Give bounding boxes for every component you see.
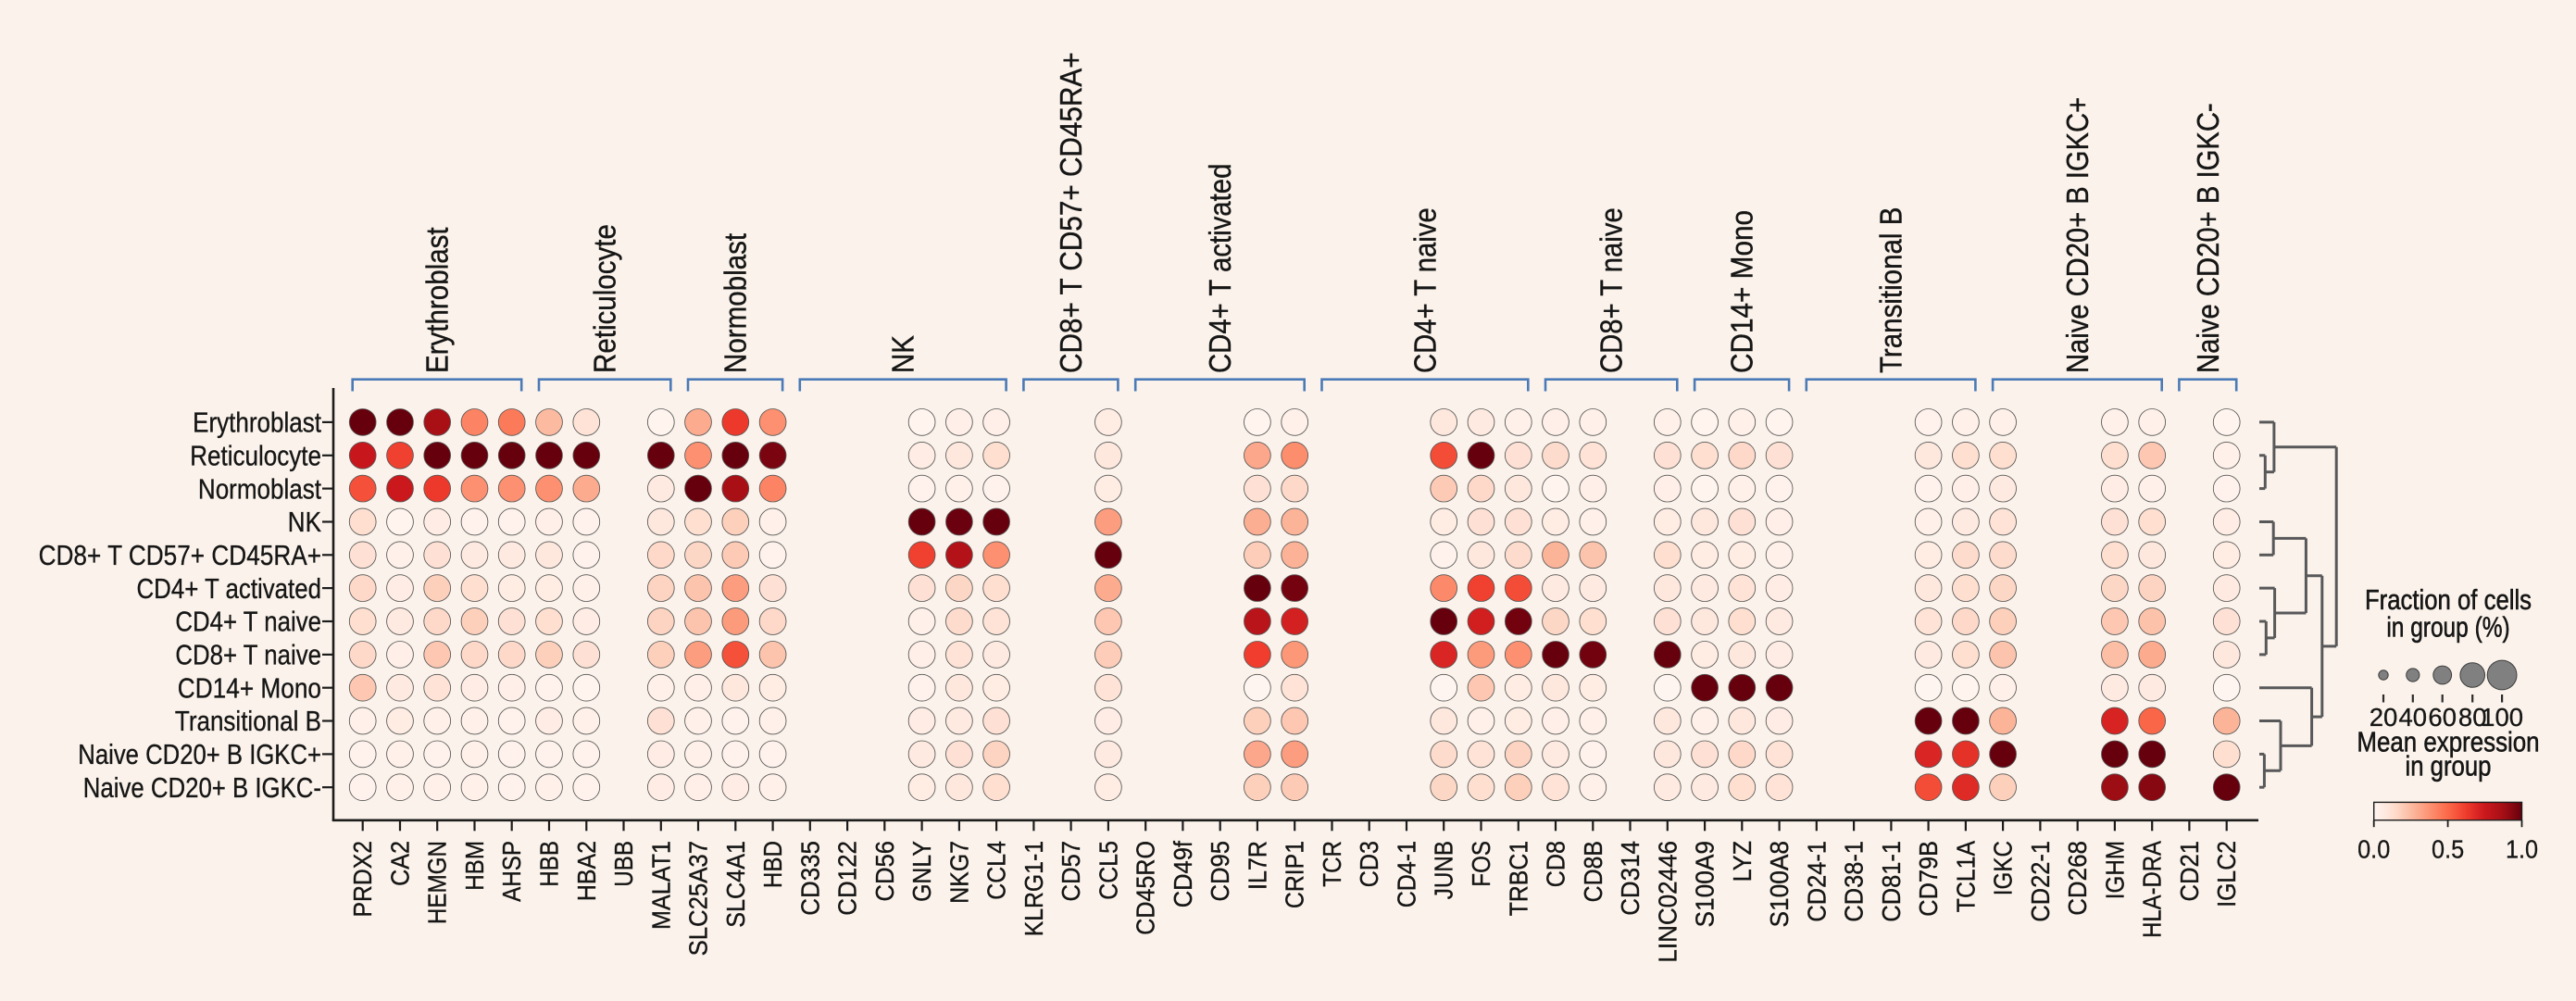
svg-text:HBD: HBD	[758, 841, 787, 888]
svg-text:CRIP1: CRIP1	[1281, 841, 1309, 908]
svg-text:CD8+ T naive: CD8+ T naive	[1595, 207, 1630, 373]
svg-text:CD4+ T naive: CD4+ T naive	[1408, 207, 1443, 373]
svg-text:AHSP: AHSP	[497, 841, 526, 902]
svg-text:CD56: CD56	[870, 841, 899, 902]
svg-text:GNLY: GNLY	[907, 841, 936, 902]
svg-text:KLRG1-1: KLRG1-1	[1019, 841, 1048, 936]
svg-text:HBB: HBB	[535, 841, 564, 887]
svg-text:NKG7: NKG7	[944, 841, 973, 904]
svg-text:CD24-1: CD24-1	[1802, 841, 1831, 922]
svg-text:IL7R: IL7R	[1243, 841, 1271, 890]
svg-text:CCL4: CCL4	[982, 841, 1011, 900]
svg-text:Naive CD20+ B IGKC+: Naive CD20+ B IGKC+	[2061, 97, 2095, 373]
svg-text:CD81-1: CD81-1	[1877, 841, 1906, 922]
svg-text:HBA2: HBA2	[572, 841, 601, 901]
svg-text:TCR: TCR	[1318, 841, 1346, 887]
svg-text:SLC4A1: SLC4A1	[721, 841, 750, 928]
svg-text:CA2: CA2	[386, 841, 415, 886]
svg-text:in group (%): in group (%)	[2386, 611, 2509, 644]
svg-text:Transitional B: Transitional B	[175, 705, 321, 737]
svg-text:1.0: 1.0	[2506, 835, 2538, 864]
svg-text:CD4+ T activated: CD4+ T activated	[137, 572, 322, 605]
svg-text:CD57: CD57	[1057, 841, 1085, 902]
svg-text:CD79B: CD79B	[1914, 841, 1943, 917]
svg-text:NK: NK	[887, 335, 921, 373]
svg-text:Reticulocyte: Reticulocyte	[589, 224, 623, 373]
svg-text:CD3: CD3	[1355, 841, 1383, 887]
svg-text:Naive CD20+ B IGKC-: Naive CD20+ B IGKC-	[2192, 103, 2226, 373]
svg-text:Normoblast: Normoblast	[198, 472, 321, 505]
svg-text:NK: NK	[288, 506, 321, 538]
svg-text:CD38-1: CD38-1	[1840, 841, 1869, 922]
svg-text:SLC25A37: SLC25A37	[684, 841, 713, 956]
svg-text:0.5: 0.5	[2432, 835, 2464, 864]
svg-text:80: 80	[2458, 703, 2487, 732]
svg-text:Naive CD20+ B IGKC+: Naive CD20+ B IGKC+	[78, 738, 321, 770]
svg-text:Normoblast: Normoblast	[719, 232, 754, 373]
svg-text:HEMGN: HEMGN	[423, 841, 452, 924]
svg-text:HBM: HBM	[460, 841, 489, 891]
svg-text:20: 20	[2370, 703, 2398, 732]
svg-text:CD268: CD268	[2063, 841, 2092, 916]
svg-text:LINC02446: LINC02446	[1653, 841, 1682, 963]
svg-text:PRDX2: PRDX2	[348, 841, 377, 918]
svg-text:CD49f: CD49f	[1169, 841, 1197, 908]
svg-text:Transitional B: Transitional B	[1875, 207, 1909, 373]
svg-text:CD14+ Mono: CD14+ Mono	[178, 671, 321, 704]
svg-text:Reticulocyte: Reticulocyte	[190, 439, 321, 471]
svg-text:0.0: 0.0	[2357, 835, 2390, 864]
svg-text:CD8B: CD8B	[1579, 841, 1607, 902]
svg-text:MALAT1: MALAT1	[646, 841, 675, 930]
svg-text:IGKC: IGKC	[1989, 841, 2018, 895]
svg-text:CD4-1: CD4-1	[1393, 841, 1421, 907]
svg-text:S100A8: S100A8	[1765, 841, 1794, 928]
svg-text:CD335: CD335	[795, 841, 824, 916]
svg-text:CD4+ T activated: CD4+ T activated	[1204, 164, 1238, 373]
svg-text:Fraction of cells: Fraction of cells	[2365, 583, 2532, 616]
svg-text:CD8: CD8	[1542, 841, 1570, 887]
svg-text:in group: in group	[2406, 749, 2492, 782]
svg-text:JUNB: JUNB	[1430, 841, 1458, 899]
svg-text:IGHM: IGHM	[2100, 841, 2129, 899]
svg-text:FOS: FOS	[1467, 841, 1495, 887]
svg-text:Erythroblast: Erythroblast	[193, 407, 321, 439]
svg-text:CD8+ T CD57+ CD45RA+: CD8+ T CD57+ CD45RA+	[1055, 52, 1089, 373]
svg-text:UBB: UBB	[609, 841, 638, 887]
svg-text:S100A9: S100A9	[1691, 841, 1719, 928]
svg-text:CD95: CD95	[1206, 841, 1234, 902]
svg-text:100: 100	[2481, 703, 2523, 732]
svg-text:CD122: CD122	[833, 841, 862, 916]
svg-text:CD45RO: CD45RO	[1132, 841, 1160, 935]
svg-text:TRBC1: TRBC1	[1504, 841, 1532, 916]
svg-text:CD8+ T naive: CD8+ T naive	[175, 639, 321, 671]
svg-text:HLA-DRA: HLA-DRA	[2138, 840, 2167, 937]
svg-text:CCL5: CCL5	[1094, 841, 1122, 900]
svg-text:TCL1A: TCL1A	[1951, 840, 1980, 912]
svg-text:Naive CD20+ B IGKC-: Naive CD20+ B IGKC-	[83, 771, 321, 804]
svg-text:Mean expression: Mean expression	[2357, 726, 2539, 758]
svg-text:IGLC2: IGLC2	[2212, 841, 2241, 907]
svg-text:CD314: CD314	[1616, 841, 1644, 916]
svg-text:CD21: CD21	[2175, 841, 2204, 902]
svg-text:CD8+ T CD57+ CD45RA+: CD8+ T CD57+ CD45RA+	[39, 539, 321, 571]
svg-text:CD14+ Mono: CD14+ Mono	[1726, 210, 1760, 373]
svg-text:CD4+ T naive: CD4+ T naive	[175, 606, 321, 638]
svg-text:40: 40	[2399, 703, 2428, 732]
svg-text:Erythroblast: Erythroblast	[421, 227, 456, 373]
svg-text:LYZ: LYZ	[1728, 841, 1757, 882]
svg-text:CD22-1: CD22-1	[2026, 841, 2055, 922]
svg-text:60: 60	[2428, 703, 2457, 732]
